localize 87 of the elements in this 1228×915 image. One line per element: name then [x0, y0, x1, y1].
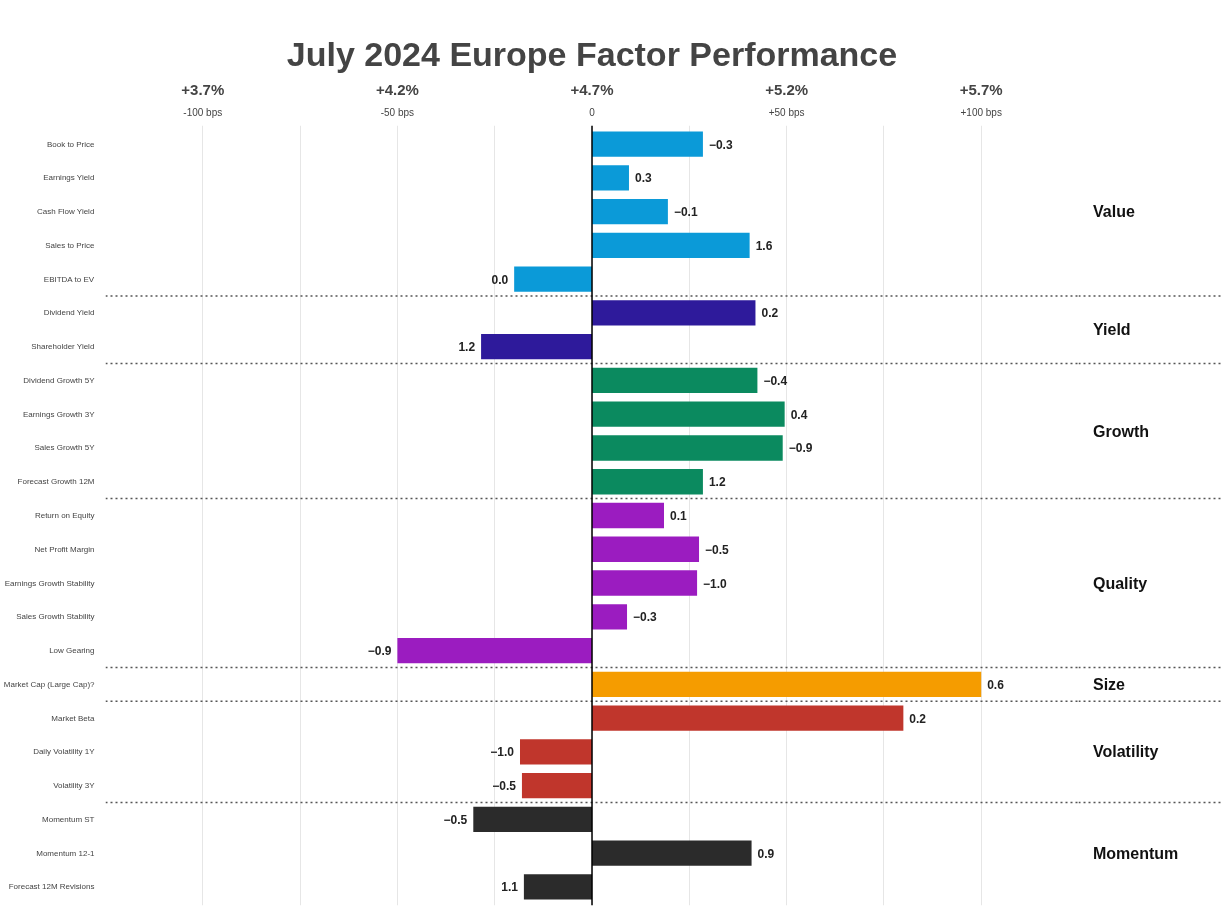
y-tick-label: Earnings Yield: [43, 173, 95, 183]
annotation: 1.1: [501, 880, 519, 895]
text: Value: [1093, 203, 1135, 221]
annotation: −0.5: [705, 542, 730, 557]
y-tick-label: Volatility 3Y: [53, 781, 96, 791]
bar: [592, 300, 756, 326]
y-tick-label: Shareholder Yield: [31, 342, 95, 352]
annotation: −0.4: [763, 373, 788, 388]
text: Quality: [1093, 574, 1148, 592]
bar: [592, 502, 664, 529]
y-tick-label: EBITDA to EV: [43, 274, 95, 284]
bar: [473, 806, 592, 833]
bar: [592, 367, 758, 394]
y-tick-label: Momentum ST: [42, 814, 95, 824]
bar: [592, 198, 668, 225]
annotation: 0.2: [761, 306, 779, 321]
bar: [592, 604, 628, 630]
y-tick-label: Market Cap (Large Cap)?: [3, 679, 96, 689]
annotation: 1.6: [755, 238, 773, 253]
annotation: −0.9: [788, 441, 813, 456]
annotation: 1.2: [458, 340, 476, 355]
bar: [592, 435, 783, 461]
annotation: 0.0: [491, 272, 509, 287]
x2-tick-label: +5.2%: [765, 80, 809, 98]
bar: [592, 536, 700, 562]
y-tick-label: Forecast Growth 12M: [17, 477, 95, 487]
y-tick-label: Book to Price: [46, 139, 96, 149]
bar: [592, 131, 703, 157]
bar: [521, 772, 592, 799]
x2-tick-label: +5.7%: [959, 80, 1003, 98]
bar: [523, 874, 592, 900]
bar: [592, 570, 698, 596]
annotation: 1.2: [708, 475, 726, 490]
x2-tick-label: +3.7%: [181, 80, 225, 98]
x-tick-label: 0: [589, 106, 596, 118]
y-tick-label: Sales Growth Stability: [16, 612, 95, 622]
bar: [481, 334, 592, 360]
annotation: 0.2: [909, 711, 927, 726]
annotation: −0.3: [633, 610, 658, 625]
x2-tick-label: +4.7%: [570, 80, 614, 98]
text: Growth: [1093, 422, 1149, 440]
y-tick-label: Earnings Growth Stability: [4, 578, 95, 588]
x-tick-label: -100 bps: [183, 106, 223, 118]
y-tick-label: Sales to Price: [45, 240, 96, 250]
annotation: 0.3: [634, 171, 652, 186]
bar: [592, 671, 982, 697]
annotation: 0.6: [987, 677, 1005, 692]
bar: [592, 705, 904, 731]
y-tick-label: Momentum 12-1: [36, 848, 96, 858]
y-tick-label: Low Gearing: [49, 646, 95, 656]
annotation: −1.0: [490, 745, 515, 760]
text: Momentum: [1093, 844, 1179, 862]
annotation: −0.5: [443, 812, 468, 827]
y-tick-label: Dividend Growth 5Y: [23, 375, 96, 385]
y-tick-label: Daily Volatility 1Y: [33, 747, 96, 757]
y-tick-label: Forecast 12M Revisions: [8, 882, 95, 892]
bar: [592, 165, 629, 191]
text: Yield: [1093, 321, 1131, 339]
x-tick-label: -50 bps: [380, 106, 415, 118]
annotation: −0.5: [492, 779, 517, 794]
y-tick-label: Dividend Yield: [43, 308, 95, 318]
annotation: −0.9: [367, 644, 392, 659]
bar: [397, 637, 592, 664]
y-tick-label: Cash Flow Yield: [37, 207, 95, 217]
annotation: −0.3: [708, 137, 733, 152]
bar: [514, 266, 592, 292]
bar: [520, 739, 592, 765]
annotation: 0.4: [790, 407, 808, 422]
annotation: −0.1: [673, 205, 698, 220]
bar: [592, 469, 703, 495]
bar: [592, 401, 785, 427]
text: Size: [1093, 675, 1126, 693]
annotation: −1.0: [703, 576, 728, 591]
y-tick-label: Market Beta: [51, 713, 96, 723]
annotation: 0.9: [757, 846, 775, 861]
x-tick-label: +50 bps: [768, 106, 805, 118]
y-tick-label: Net Profit Margin: [34, 544, 95, 554]
text: Volatility: [1093, 743, 1159, 761]
y-tick-label: Sales Growth 5Y: [34, 443, 96, 453]
bar: [592, 840, 752, 866]
annotation: 0.1: [670, 509, 688, 523]
x-tick-label: +100 bps: [960, 106, 1002, 118]
bar: [592, 232, 750, 259]
y-tick-label: Return on Equity: [34, 511, 95, 520]
y-tick-label: Earnings Growth 3Y: [22, 409, 96, 419]
x2-tick-label: +4.2%: [375, 80, 419, 98]
chart-title: July 2024 Europe Factor Performance: [286, 34, 898, 73]
